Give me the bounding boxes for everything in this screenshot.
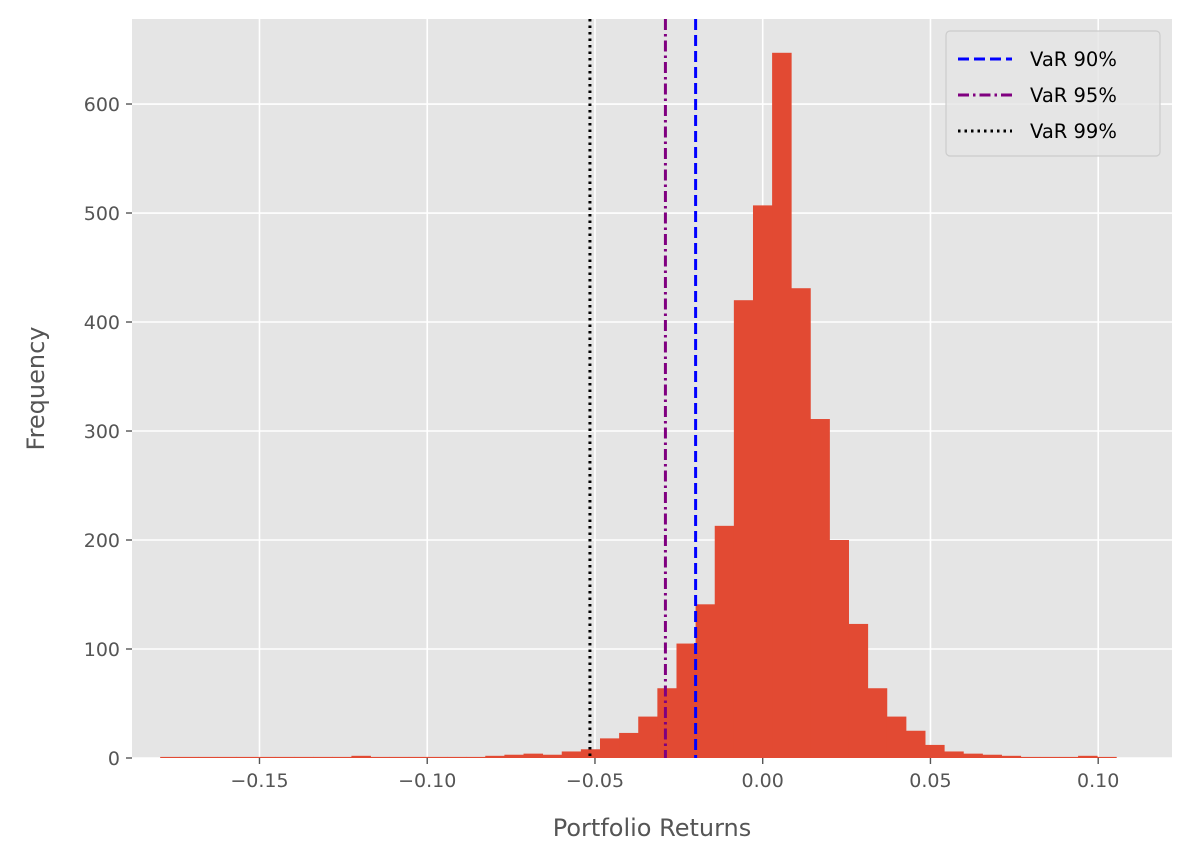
histogram-bar xyxy=(561,751,582,758)
legend-label-1: VaR 90% xyxy=(1030,48,1117,71)
histogram-bar xyxy=(772,52,792,759)
histogram-bar xyxy=(466,756,486,758)
histogram-bar xyxy=(886,716,907,758)
y-axis-label: Frequency xyxy=(22,327,50,451)
histogram-bar xyxy=(179,756,199,758)
histogram-bar xyxy=(600,738,620,758)
histogram-bar xyxy=(427,756,448,758)
histogram-bar xyxy=(1078,755,1098,758)
histogram-bar xyxy=(733,300,754,758)
y-tick-label: 400 xyxy=(84,312,120,334)
histogram-bar xyxy=(485,755,505,758)
legend-label-3: VaR 99% xyxy=(1030,120,1117,143)
y-tick-label: 100 xyxy=(84,639,120,661)
histogram-bar xyxy=(925,744,945,758)
histogram-bar xyxy=(332,756,352,758)
x-tick-label: −0.10 xyxy=(398,770,456,792)
histogram-bar xyxy=(619,732,639,758)
legend: VaR 90% VaR 95% VaR 99% xyxy=(945,30,1161,157)
y-axis-ticks: 0 100 200 300 400 500 600 xyxy=(84,94,132,770)
var-lines xyxy=(588,19,698,758)
histogram-bar xyxy=(810,419,830,758)
histogram-bar xyxy=(351,755,371,758)
histogram-bar xyxy=(236,756,257,758)
x-tick-label: 0.05 xyxy=(909,770,951,792)
histogram-bar xyxy=(542,754,563,758)
histogram-bars xyxy=(160,52,1117,759)
x-tick-label: 0.10 xyxy=(1077,770,1119,792)
histogram-bar xyxy=(944,751,964,758)
histogram-bar xyxy=(695,604,716,758)
y-tick-label: 500 xyxy=(84,203,120,225)
histogram-bar xyxy=(1058,756,1079,758)
x-axis-label: Portfolio Returns xyxy=(553,814,752,842)
histogram-bar xyxy=(752,205,773,758)
histogram-bar xyxy=(1001,755,1022,758)
histogram-bar xyxy=(1039,756,1060,758)
histogram-bar xyxy=(274,756,295,758)
histogram-bar xyxy=(313,756,333,758)
y-tick-label: 300 xyxy=(84,421,120,443)
histogram-bar xyxy=(676,643,697,758)
x-tick-label: −0.05 xyxy=(566,770,624,792)
histogram-bar xyxy=(829,540,849,758)
x-axis-ticks: −0.15 −0.10 −0.05 0.00 0.05 0.10 xyxy=(230,758,1119,792)
histogram-bar xyxy=(867,688,888,758)
histogram-bar xyxy=(791,288,811,758)
histogram-bar xyxy=(255,756,276,758)
histogram-bar xyxy=(370,756,391,758)
grid-lines xyxy=(132,19,1172,759)
histogram-bar xyxy=(905,730,926,758)
histogram-bar xyxy=(294,756,314,758)
histogram-bar xyxy=(657,688,677,758)
histogram-bar xyxy=(638,716,658,758)
histogram-bar xyxy=(198,756,218,758)
histogram-bar xyxy=(1097,756,1117,758)
y-tick-label: 0 xyxy=(108,748,120,770)
histogram-bar xyxy=(848,623,869,758)
x-tick-label: 0.00 xyxy=(742,770,784,792)
y-tick-label: 200 xyxy=(84,530,120,552)
histogram-bar xyxy=(447,756,467,758)
histogram-bar xyxy=(714,525,735,758)
x-tick-label: −0.15 xyxy=(230,770,288,792)
legend-frame xyxy=(945,30,1161,157)
histogram-bar xyxy=(1020,756,1041,758)
legend-label-2: VaR 95% xyxy=(1030,84,1117,107)
histogram-bar xyxy=(504,754,524,758)
histogram-bar xyxy=(963,753,983,758)
y-tick-label: 600 xyxy=(84,94,120,116)
histogram-bar xyxy=(982,754,1002,758)
histogram-bar xyxy=(523,753,544,758)
histogram-bar xyxy=(408,756,429,758)
histogram-bar xyxy=(160,756,180,758)
histogram-bar xyxy=(389,756,410,758)
histogram-bar xyxy=(217,756,238,758)
